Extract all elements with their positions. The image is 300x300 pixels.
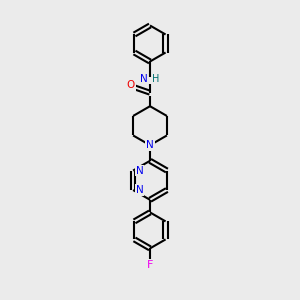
Text: N: N	[136, 166, 144, 176]
Text: N: N	[140, 74, 147, 84]
Text: F: F	[147, 260, 153, 270]
Text: N: N	[146, 140, 154, 150]
Text: N: N	[136, 185, 144, 195]
Text: O: O	[127, 80, 135, 90]
Text: H: H	[152, 74, 160, 84]
